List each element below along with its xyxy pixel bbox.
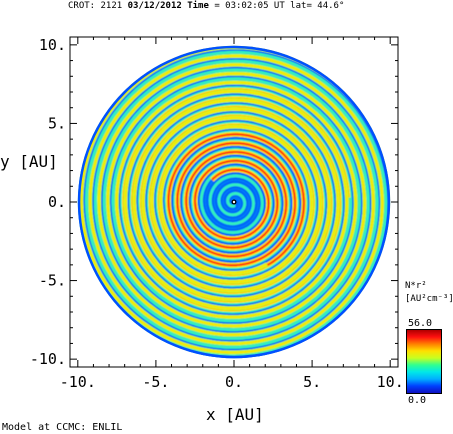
density-disk [77, 45, 391, 359]
header-time-label: Time [187, 1, 209, 11]
spiral-arm [77, 45, 391, 359]
plot-header: CROT: 2121 03/12/2012 Time = 03:02:05 UT… [68, 1, 344, 11]
colorbar-min-label: 0.0 [408, 395, 427, 406]
disk-edge [77, 45, 391, 359]
spiral-arms [77, 45, 391, 359]
x-tick-label: -10. [60, 373, 96, 391]
y-tick-label: 5. [48, 114, 66, 132]
colorbar [406, 329, 442, 394]
x-tick-label: 10. [377, 373, 404, 391]
header-crot: CROT: 2121 [68, 1, 123, 11]
y-axis-label: y [AU] [0, 152, 58, 171]
sun-marker-core [232, 200, 236, 204]
x-tick-label: 5. [303, 373, 321, 391]
plot-frame: -10. -5. 0. 5. 10. 10. 5. 0. -5. -10. [30, 36, 404, 391]
colorbar-title: N*r² [AU²cm⁻³] [405, 280, 453, 306]
header-date: 03/12/2012 [127, 1, 182, 11]
y-tick-label: -10. [30, 350, 66, 368]
header-time-value: = 03:02:05 UT lat= 44.6° [214, 1, 345, 11]
y-tick-label: -5. [39, 272, 66, 290]
x-axis-label: x [AU] [206, 405, 264, 424]
colorbar-title-quantity: N*r² [405, 281, 427, 291]
colorbar-max-label: 56.0 [408, 318, 433, 329]
x-tick-label: -5. [142, 373, 169, 391]
x-tick-label: 0. [225, 373, 243, 391]
y-tick-label: 10. [39, 36, 66, 54]
colorbar-title-units: [AU²cm⁻³] [405, 294, 453, 304]
dense-arm-outer-core [77, 45, 391, 359]
y-tick-label: 0. [48, 193, 66, 211]
footer-credit: Model at CCMC: ENLIL [2, 422, 123, 433]
